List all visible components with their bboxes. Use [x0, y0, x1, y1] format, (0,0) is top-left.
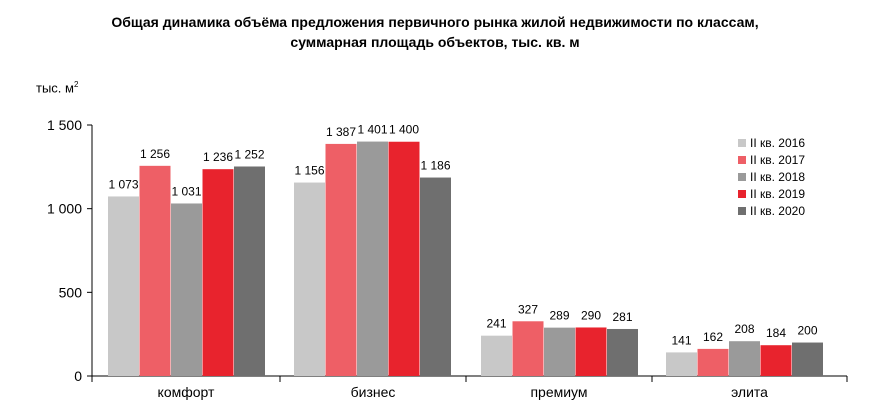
data-label: 1 387	[326, 125, 356, 139]
legend-item: II кв. 2020	[738, 202, 805, 219]
bar	[607, 328, 638, 376]
bar	[760, 345, 792, 376]
bar	[108, 196, 139, 376]
data-label: 1 186	[420, 159, 450, 173]
x-category-label: комфорт	[158, 384, 215, 400]
y-axis-label-sup: 2	[73, 80, 79, 89]
data-label: 184	[766, 326, 786, 340]
x-category-label: премиум	[530, 384, 587, 400]
y-tick-label: 0	[74, 368, 82, 384]
bar	[575, 327, 607, 376]
bar	[139, 165, 171, 376]
data-label: 241	[486, 317, 506, 331]
bar	[234, 166, 265, 376]
bar	[294, 182, 325, 376]
data-label: 327	[518, 302, 538, 316]
chart-subtitle: суммарная площадь объектов, тыс. кв. м	[290, 34, 580, 50]
legend-swatch	[738, 172, 746, 181]
legend-label: II кв. 2020	[750, 203, 805, 218]
bar	[388, 141, 420, 376]
legend-swatch	[738, 189, 746, 198]
bar	[697, 348, 729, 376]
bar	[420, 177, 451, 376]
chart-title: Общая динамика объёма предложения первич…	[111, 14, 759, 30]
data-label: 290	[581, 308, 601, 322]
data-label: 1 031	[171, 184, 201, 198]
bar	[171, 203, 202, 376]
data-label: 208	[734, 322, 754, 336]
data-label: 141	[671, 333, 691, 347]
legend-swatch	[738, 155, 746, 164]
data-label: 162	[703, 330, 723, 344]
y-tick-label: 500	[59, 284, 83, 300]
legend-label: II кв. 2016	[750, 135, 805, 150]
data-label: 1 400	[389, 123, 419, 137]
legend-label: II кв. 2018	[750, 169, 805, 184]
legend-swatch	[738, 206, 746, 215]
data-label: 1 156	[294, 164, 324, 178]
legend-swatch	[738, 138, 746, 147]
y-tick-label: 1 500	[47, 117, 82, 133]
bar	[792, 342, 823, 376]
bar	[729, 341, 760, 376]
data-label: 1 401	[357, 123, 387, 137]
bar	[202, 169, 234, 376]
bar	[357, 141, 388, 376]
bar	[544, 327, 575, 376]
data-label: 1 073	[108, 177, 138, 191]
legend-item: II кв. 2016	[738, 134, 805, 151]
y-tick-label: 1 000	[47, 201, 82, 217]
legend-item: II кв. 2018	[738, 168, 805, 185]
data-label: 1 236	[203, 150, 233, 164]
y-axis-label-text: тыс. м	[36, 80, 74, 96]
data-label: 200	[797, 324, 817, 338]
x-category-label: бизнес	[351, 384, 396, 400]
bar	[481, 335, 512, 376]
legend-label: II кв. 2017	[750, 152, 805, 167]
bar	[325, 143, 357, 376]
y-axis-label: тыс. м2	[36, 80, 78, 95]
x-category-label: элита	[731, 384, 768, 400]
chart-title-block: Общая динамика объёма предложения первич…	[0, 12, 870, 52]
data-label: 1 252	[234, 147, 264, 161]
data-label: 289	[549, 309, 569, 323]
legend-item: II кв. 2017	[738, 151, 805, 168]
legend-label: II кв. 2019	[750, 186, 805, 201]
bar	[666, 352, 697, 376]
legend: II кв. 2016 II кв. 2017 II кв. 2018 II кв. …	[738, 134, 805, 219]
bar	[512, 321, 544, 376]
legend-item: II кв. 2019	[738, 185, 805, 202]
data-label: 281	[612, 310, 632, 324]
data-label: 1 256	[140, 147, 170, 161]
